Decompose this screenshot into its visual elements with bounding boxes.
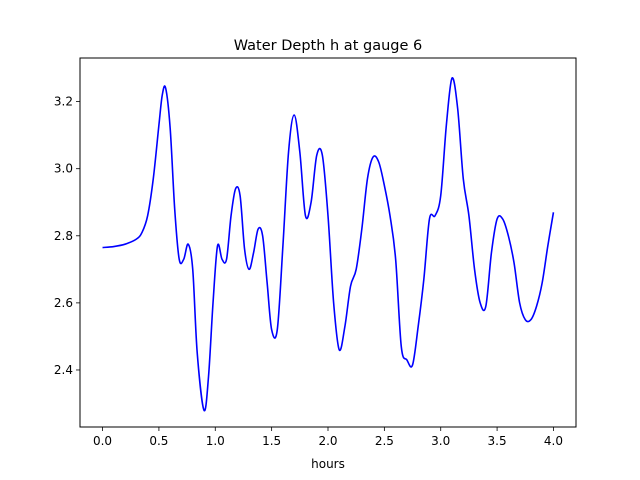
x-axis-ticks: 0.0 0.5 1.0 1.5 2.0 2.5 3.0 3.5 4.0 xyxy=(93,427,563,448)
y-tick-label: 3.2 xyxy=(54,95,73,109)
y-tick-label: 2.4 xyxy=(54,363,73,377)
x-tick-label: 4.0 xyxy=(544,434,563,448)
x-tick-label: 0.0 xyxy=(93,434,112,448)
x-tick-label: 0.5 xyxy=(149,434,168,448)
y-tick-label: 3.0 xyxy=(54,162,73,176)
x-tick-label: 1.5 xyxy=(262,434,281,448)
x-tick-label: 1.0 xyxy=(206,434,225,448)
plot-area-frame xyxy=(79,57,577,428)
series-line xyxy=(102,77,555,412)
x-tick-label: 3.5 xyxy=(488,434,507,448)
chart-title: Water Depth h at gauge 6 xyxy=(234,38,422,54)
y-tick-label: 2.6 xyxy=(54,296,73,310)
y-axis-ticks: 2.4 2.6 2.8 3.0 3.2 xyxy=(54,95,80,377)
y-tick-label: 2.8 xyxy=(54,229,73,243)
x-tick-label: 2.0 xyxy=(318,434,337,448)
x-tick-label: 3.0 xyxy=(431,434,450,448)
x-tick-label: 2.5 xyxy=(375,434,394,448)
x-axis-label: hours xyxy=(311,457,345,471)
